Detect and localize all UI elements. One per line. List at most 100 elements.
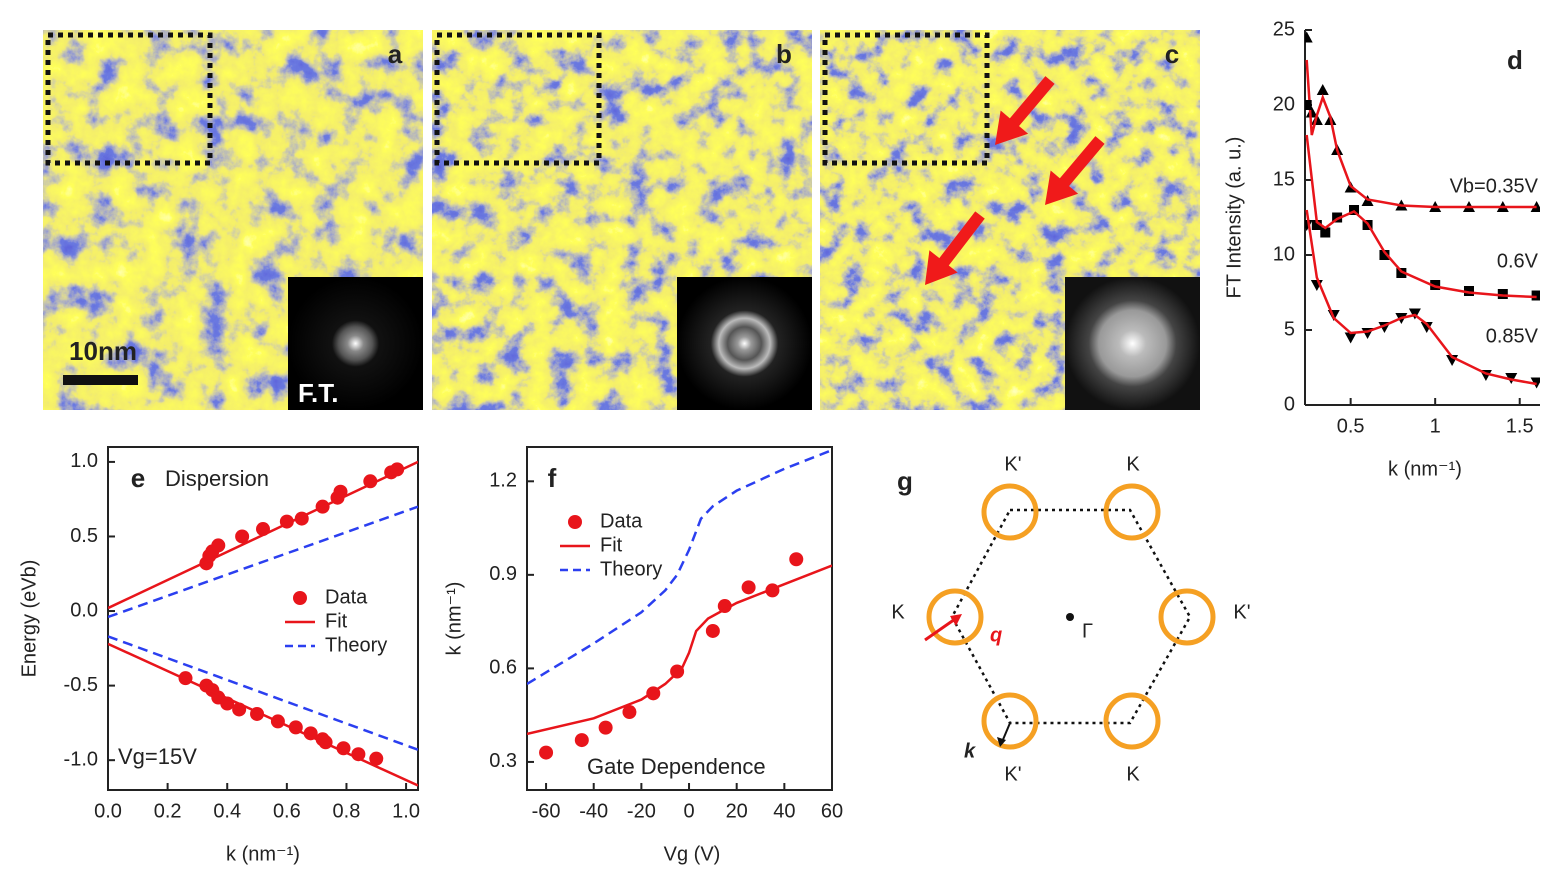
legend-label: Fit: [600, 534, 623, 556]
point-label: K: [1126, 453, 1140, 475]
gamma-label: Γ: [1082, 620, 1093, 642]
ft-inset: [1065, 277, 1200, 410]
y-tick-label: 0.3: [489, 750, 517, 772]
x-tick-label: 0.2: [154, 800, 182, 822]
valley-circle: [984, 695, 1036, 747]
y-tick-label: 1.0: [70, 450, 98, 472]
inset-label: F.T.: [298, 378, 338, 408]
plot-area: [527, 450, 832, 759]
data-point: [1317, 84, 1329, 95]
legend-label: Theory: [325, 634, 387, 656]
annotation: 0.6V: [1497, 250, 1539, 272]
legend-marker: [568, 515, 582, 529]
chart: -60 -40 -20 0 20 40 60 0.3 0.6 0.9 1.2 k (nm⁻¹) Vg (…: [443, 447, 843, 865]
x-tick-label: 1.0: [392, 800, 420, 822]
y-tick-label: 1.2: [489, 470, 517, 492]
data-point: [211, 538, 225, 552]
panel-label: f: [548, 463, 557, 493]
chart: 0.0 0.2 0.4 0.6 0.8 1.0 -1.0 -0.5 0.0 0.5 1.0 Energ…: [18, 447, 420, 865]
x-tick-label: 0.6: [273, 800, 301, 822]
x-tick-label: 0: [683, 800, 694, 822]
legend-label: Data: [600, 510, 643, 532]
x-tick-label: 0.4: [213, 800, 241, 822]
y-tick-label: 0.5: [70, 525, 98, 547]
point-label: K: [1126, 763, 1140, 785]
point-label: K': [1233, 601, 1250, 623]
x-tick-label: 60: [821, 800, 843, 822]
annotation: 0.85V: [1486, 325, 1539, 347]
valley-circle: [1161, 591, 1213, 643]
data-point: [789, 552, 803, 566]
scale-bar: [63, 375, 138, 385]
plot-area: [108, 462, 418, 786]
x-tick-label: 1: [1430, 415, 1441, 437]
panel-label: c: [1165, 39, 1179, 69]
q-label: q: [990, 624, 1002, 646]
figure: g K' K K' K K' K q k Γ a 10nm F.T. b c 0.5 1 1.…: [0, 0, 1544, 873]
ft-inset: [677, 277, 812, 410]
panel-label: b: [776, 39, 792, 69]
brillouin-zone: g K' K K' K K' K q k Γ: [891, 453, 1250, 785]
x-tick-label: -20: [627, 800, 656, 822]
y-axis-label: Energy (eVb): [18, 560, 40, 678]
series-line: [527, 450, 832, 684]
legend-label: Theory: [600, 558, 662, 580]
data-point: [539, 746, 553, 760]
x-tick-label: 40: [773, 800, 795, 822]
y-tick-label: -1.0: [64, 748, 98, 770]
data-point: [599, 721, 613, 735]
x-axis-label: k (nm⁻¹): [1388, 458, 1462, 480]
annotation: Vb=0.35V: [1450, 175, 1539, 197]
y-tick-label: 20: [1273, 93, 1295, 115]
y-tick-label: 0.0: [70, 599, 98, 621]
scale-bar-label: 10nm: [69, 336, 137, 366]
valley-circle: [1106, 486, 1158, 538]
x-tick-label: -40: [579, 800, 608, 822]
panel-label: d: [1507, 45, 1523, 75]
plot-frame: [108, 447, 418, 790]
y-axis-label: k (nm⁻¹): [443, 582, 465, 656]
point-label: K: [891, 601, 905, 623]
x-axis-label: Vg (V): [664, 843, 721, 865]
data-point: [1301, 220, 1313, 231]
y-tick-label: 5: [1284, 318, 1295, 340]
gamma-point: [1066, 613, 1074, 621]
legend-label: Fit: [325, 610, 348, 632]
y-tick-label: 0.6: [489, 657, 517, 679]
valley-circle: [1106, 695, 1158, 747]
y-axis-label: FT Intensity (a. u.): [1223, 137, 1245, 299]
y-tick-label: 0: [1284, 393, 1295, 415]
series-line: [108, 462, 418, 786]
panel-label: a: [388, 39, 403, 69]
y-tick-label: -0.5: [64, 674, 98, 696]
point-label: K': [1004, 453, 1021, 475]
x-tick-label: -60: [532, 800, 561, 822]
y-tick-label: 15: [1273, 168, 1295, 190]
annotation: Dispersion: [165, 466, 269, 491]
valley-circle: [984, 486, 1036, 538]
k-label: k: [964, 740, 976, 762]
x-tick-label: 0.5: [1337, 415, 1365, 437]
x-axis-label: k (nm⁻¹): [226, 843, 300, 865]
plot-frame: [527, 447, 832, 790]
x-tick-label: 20: [726, 800, 748, 822]
panel-label: e: [131, 463, 145, 493]
data-point: [1301, 32, 1313, 43]
legend-marker: [293, 591, 307, 605]
legend-label: Data: [325, 586, 368, 608]
panel-label: g: [897, 466, 913, 496]
y-tick-label: 10: [1273, 243, 1295, 265]
x-tick-label: 1.5: [1506, 415, 1534, 437]
data-point: [1302, 100, 1312, 110]
x-tick-label: 0.0: [94, 800, 122, 822]
data-point: [1532, 291, 1542, 301]
chart: 0.5 1 1.5 0 5 10 15 20 25 FT Intensity (a. u.) k (…: [1223, 18, 1542, 480]
annotation: Vg=15V: [118, 744, 197, 769]
x-tick-label: 0.8: [333, 800, 361, 822]
annotation: Gate Dependence: [587, 754, 766, 779]
data-point: [706, 624, 720, 638]
series-line: [527, 565, 832, 733]
y-tick-label: 25: [1273, 18, 1295, 40]
y-tick-label: 0.9: [489, 563, 517, 585]
point-label: K': [1004, 763, 1021, 785]
